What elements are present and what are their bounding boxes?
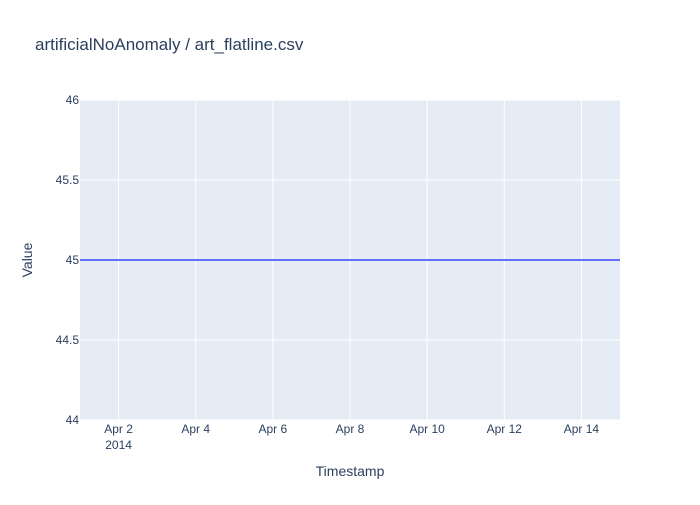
x-axis-label: Timestamp xyxy=(316,463,385,479)
x-tick-label: Apr 8 xyxy=(336,422,365,436)
x-tick-label: Apr 10 xyxy=(409,422,445,436)
x-tick-label: Apr 14 xyxy=(564,422,600,436)
y-tick-label: 46 xyxy=(66,93,80,107)
x-tick-label: Apr 6 xyxy=(259,422,288,436)
x-axis-ticks: Apr 2 2014 Apr 4 Apr 6 Apr 8 Apr 10 Apr 12 Apr … xyxy=(104,422,599,452)
y-axis-ticks: 44 44.5 45 45.5 46 xyxy=(56,93,80,427)
x-tick-sublabel: 2014 xyxy=(105,438,132,452)
x-tick-label: Apr 12 xyxy=(487,422,523,436)
y-tick-label: 45 xyxy=(66,253,80,267)
y-tick-label: 44 xyxy=(66,413,80,427)
y-tick-label: 44.5 xyxy=(56,333,80,347)
chart-title: artificialNoAnomaly / art_flatline.csv xyxy=(35,35,304,54)
x-tick-label: Apr 2 xyxy=(104,422,133,436)
y-tick-label: 45.5 xyxy=(56,173,80,187)
y-axis-label: Value xyxy=(19,242,35,277)
x-tick-label: Apr 4 xyxy=(181,422,210,436)
